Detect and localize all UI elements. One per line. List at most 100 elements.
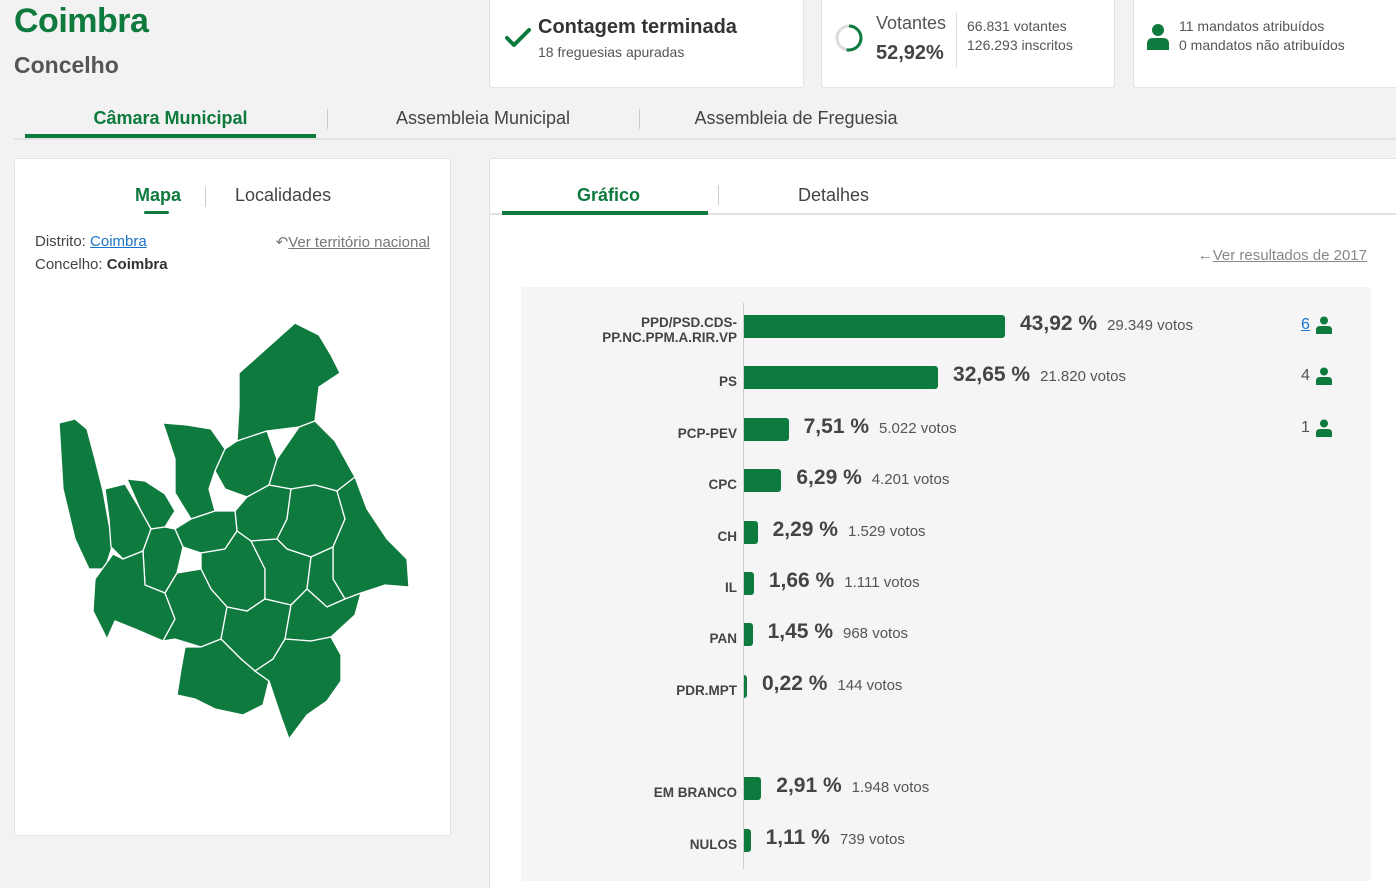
person-icon xyxy=(1316,367,1332,385)
turnout-percent: 52,92% xyxy=(876,42,944,64)
tab-assembleia-municipal[interactable]: Assembleia Municipal xyxy=(395,108,571,128)
map-region xyxy=(176,638,270,716)
votes-label: 21.820 votos xyxy=(1040,368,1126,385)
chart-row: PAN 1,45 % 968 votos xyxy=(521,620,1371,663)
party-label: CPC xyxy=(708,477,737,492)
tab-camara-municipal[interactable]: Câmara Municipal xyxy=(93,108,248,128)
tab-separator xyxy=(327,109,328,129)
percent-label: 1,11 % xyxy=(765,826,830,849)
votes-label: 144 votos xyxy=(837,677,903,694)
bar xyxy=(744,675,747,698)
chart-row: PDR.MPT 0,22 % 144 votos xyxy=(521,672,1371,715)
check-icon xyxy=(505,28,531,47)
voters-count: 66.831 votantes xyxy=(967,18,1067,34)
party-label: PS xyxy=(718,374,737,389)
county-info: Concelho: Coimbra xyxy=(35,256,168,273)
tab-detalhes[interactable]: Detalhes xyxy=(798,185,870,205)
chart-row: CH 2,29 % 1.529 votos xyxy=(521,518,1371,561)
tab-grafico[interactable]: Gráfico xyxy=(577,185,641,205)
map-region xyxy=(236,322,341,442)
turnout-card: Votantes 52,92% 66.831 votantes 126.293 … xyxy=(821,0,1115,88)
mandates-card: 11 mandatos atribuídos 0 mandatos não at… xyxy=(1133,0,1396,88)
turnout-ring-icon xyxy=(835,24,863,52)
person-icon xyxy=(1316,419,1332,437)
bar xyxy=(744,623,753,646)
count-status-detail: 18 freguesias apuradas xyxy=(538,44,685,60)
map-region xyxy=(253,636,342,741)
percent-label: 7,51 % xyxy=(803,415,870,438)
tab-separator xyxy=(718,185,719,205)
national-territory-label: Ver território nacional xyxy=(288,234,430,251)
percent-label: 1,66 % xyxy=(768,569,835,592)
count-status-card: Contagem terminada 18 freguesias apurada… xyxy=(489,0,804,88)
chart-axis xyxy=(743,303,744,869)
votes-label: 5.022 votos xyxy=(879,420,957,437)
bar xyxy=(744,469,782,492)
tab-assembleia-freguesia[interactable]: Assembleia de Freguesia xyxy=(694,108,898,128)
party-label: PCP-PEV xyxy=(677,426,737,441)
bar xyxy=(744,829,751,852)
votes-label: 968 votos xyxy=(843,625,909,642)
county-map[interactable] xyxy=(15,159,452,837)
votes-label: 4.201 votos xyxy=(871,471,950,488)
results-tabs: Gráfico Detalhes xyxy=(490,159,1396,215)
previous-results-link[interactable]: ←Ver resultados de 2017 xyxy=(1198,247,1367,264)
bar xyxy=(744,418,789,441)
chart-row: PPD/PSD.CDS- PP.NC.PPM.A.RIR.VP 43,92 % 29.… xyxy=(521,312,1371,355)
arrow-left-icon: ← xyxy=(1197,247,1213,264)
map-panel: Mapa Localidades Distrito: Coimbra Conce… xyxy=(14,158,451,836)
chart-row: CPC 6,29 % 4.201 votos xyxy=(521,466,1371,509)
page-title: Coimbra xyxy=(14,2,149,40)
person-icon xyxy=(1147,24,1169,50)
bar xyxy=(744,315,1005,338)
tab-separator xyxy=(205,187,206,207)
page-subtitle: Concelho xyxy=(14,52,119,78)
percent-label: 6,29 % xyxy=(796,466,862,489)
mandates-unassigned: 0 mandatos não atribuídos xyxy=(1179,37,1345,53)
party-label: PAN xyxy=(709,631,737,646)
tab-localidades[interactable]: Localidades xyxy=(235,185,332,205)
bar xyxy=(744,572,754,595)
seats-count[interactable]: 6 xyxy=(1301,316,1310,333)
county-value: Coimbra xyxy=(106,256,168,273)
percent-label: 32,65 % xyxy=(953,363,1031,386)
party-label: IL xyxy=(725,580,737,595)
person-icon xyxy=(1316,316,1332,334)
active-tab-indicator xyxy=(502,211,708,215)
registered-count: 126.293 inscritos xyxy=(967,37,1073,53)
chart-row: IL 1,66 % 1.111 votos xyxy=(521,569,1371,612)
percent-label: 43,92 % xyxy=(1020,312,1098,335)
district-link[interactable]: Coimbra xyxy=(90,233,147,250)
percent-label: 2,91 % xyxy=(776,774,842,797)
tab-separator xyxy=(639,109,640,129)
map-region xyxy=(332,475,410,600)
chart-row: PCP-PEV 7,51 % 5.022 votos 1 xyxy=(521,415,1371,458)
previous-results-label: Ver resultados de 2017 xyxy=(1212,247,1367,264)
party-label: EM BRANCO xyxy=(653,785,737,800)
mandates-assigned: 11 mandatos atribuídos xyxy=(1179,18,1325,34)
seats-count: 4 xyxy=(1301,367,1310,384)
turnout-label: Votantes xyxy=(876,13,947,33)
results-bar-chart: PPD/PSD.CDS- PP.NC.PPM.A.RIR.VP 43,92 % 29.… xyxy=(521,287,1371,881)
votes-label: 29.349 votos xyxy=(1107,317,1193,334)
party-label: CH xyxy=(717,529,738,544)
active-tab-indicator xyxy=(144,211,169,214)
active-tab-indicator xyxy=(25,134,316,138)
results-panel: Gráfico Detalhes ←Ver resultados de 2017… xyxy=(489,158,1396,888)
undo-icon: ↶ xyxy=(275,234,289,251)
percent-label: 1,45 % xyxy=(767,620,833,643)
party-label: NULOS xyxy=(689,837,737,852)
count-status-title: Contagem terminada xyxy=(538,16,737,38)
divider xyxy=(956,13,957,67)
tab-mapa[interactable]: Mapa xyxy=(135,185,182,205)
county-label: Concelho: xyxy=(35,256,103,273)
votes-label: 739 votos xyxy=(839,831,905,848)
map-region xyxy=(58,418,114,570)
percent-label: 0,22 % xyxy=(762,672,828,695)
votes-label: 1.948 votos xyxy=(851,779,930,796)
percent-label: 2,29 % xyxy=(772,518,838,541)
district-info: Distrito: Coimbra xyxy=(35,233,147,250)
national-territory-link[interactable]: ↶Ver território nacional xyxy=(276,233,430,251)
bar xyxy=(744,777,762,800)
map-region xyxy=(162,422,226,520)
